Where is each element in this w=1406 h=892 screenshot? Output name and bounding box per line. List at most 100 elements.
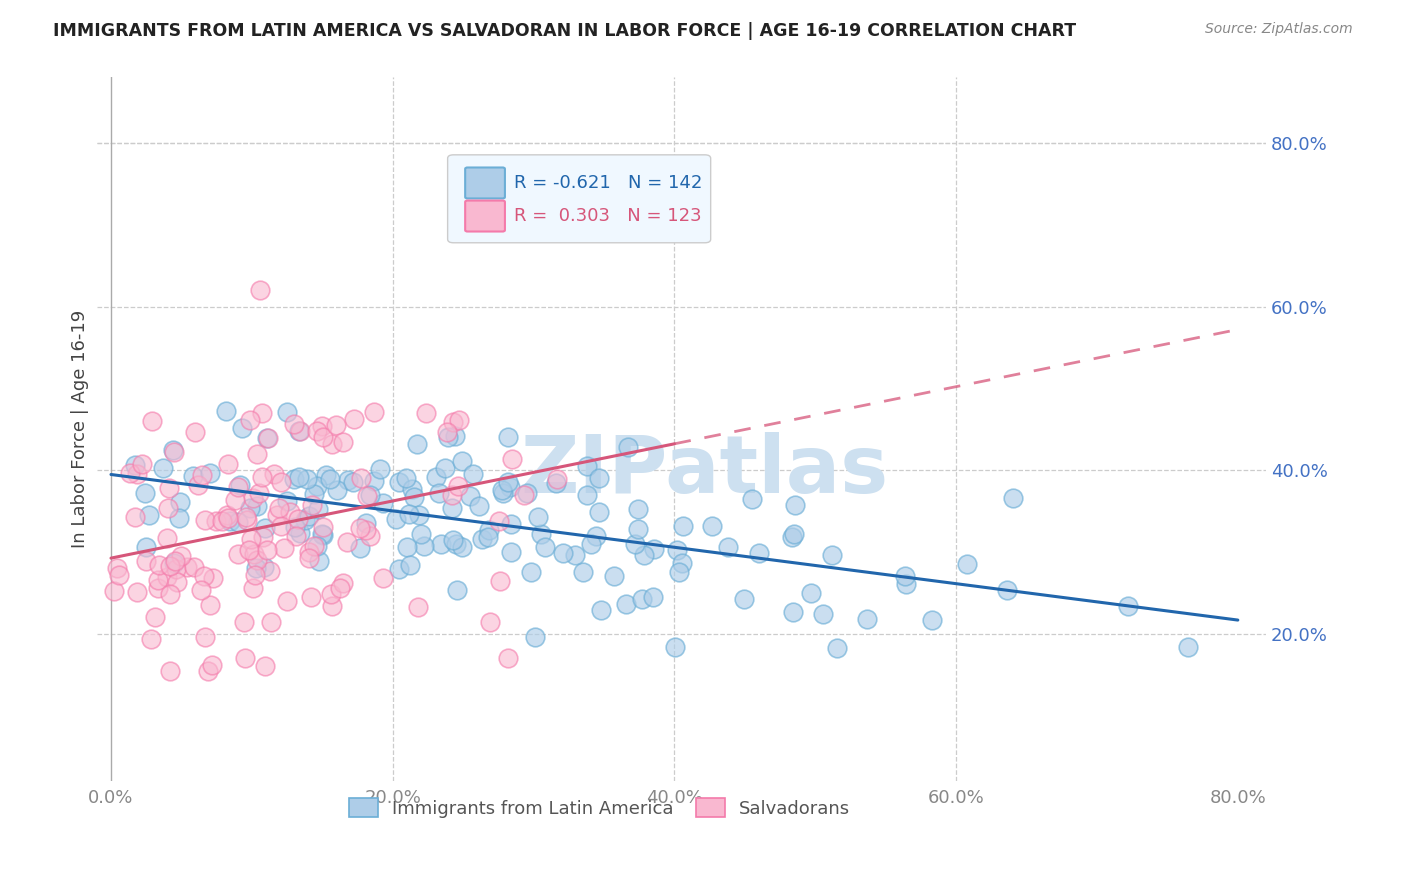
Point	[166, 574, 188, 589]
Point	[311, 526, 333, 541]
Point	[124, 458, 146, 472]
Point	[253, 559, 276, 574]
Point	[1177, 640, 1199, 655]
Point	[311, 528, 333, 542]
Point	[231, 420, 253, 434]
Point	[733, 592, 755, 607]
Point	[256, 431, 278, 445]
Point	[450, 454, 472, 468]
Point	[533, 540, 555, 554]
Point	[564, 548, 586, 562]
Point	[811, 607, 834, 621]
Point	[193, 569, 215, 583]
Point	[260, 615, 283, 630]
Point	[447, 478, 470, 492]
Point	[624, 536, 647, 550]
Point	[125, 584, 148, 599]
Point	[191, 468, 214, 483]
Point	[233, 651, 256, 665]
Point	[283, 472, 305, 486]
Point	[287, 424, 309, 438]
Point	[329, 581, 352, 595]
Point	[572, 565, 595, 579]
Point	[135, 554, 157, 568]
Point	[141, 414, 163, 428]
Point	[530, 527, 553, 541]
Point	[305, 425, 328, 439]
Point	[242, 581, 264, 595]
Point	[259, 564, 281, 578]
Point	[243, 568, 266, 582]
Point	[444, 537, 467, 551]
Point	[187, 478, 209, 492]
Point	[627, 501, 650, 516]
Point	[436, 425, 458, 439]
Point	[217, 511, 239, 525]
Point	[299, 591, 322, 605]
Point	[332, 576, 354, 591]
Point	[159, 587, 181, 601]
Point	[157, 481, 180, 495]
Point	[388, 475, 411, 490]
Point	[404, 491, 426, 505]
Point	[311, 419, 333, 434]
Point	[1118, 599, 1140, 614]
Point	[276, 594, 298, 608]
Point	[287, 512, 309, 526]
Point	[228, 515, 250, 529]
Point	[430, 537, 453, 551]
Point	[235, 513, 257, 527]
FancyBboxPatch shape	[447, 155, 710, 243]
Point	[247, 485, 270, 500]
Point	[143, 610, 166, 624]
Point	[336, 535, 359, 549]
Point	[395, 470, 418, 484]
Point	[226, 479, 249, 493]
Point	[312, 430, 335, 444]
Point	[252, 529, 274, 543]
Point	[103, 583, 125, 598]
Point	[501, 544, 523, 558]
Point	[717, 541, 740, 555]
Point	[205, 514, 228, 528]
Point	[287, 469, 309, 483]
Point	[146, 581, 169, 595]
Point	[437, 429, 460, 443]
Point	[499, 480, 522, 494]
Point	[159, 559, 181, 574]
Point	[700, 519, 723, 533]
Point	[467, 193, 489, 207]
Point	[217, 508, 239, 523]
Point	[239, 532, 262, 546]
Point	[217, 457, 239, 471]
Point	[496, 651, 519, 665]
Point	[138, 508, 160, 522]
Y-axis label: In Labor Force | Age 16-19: In Labor Force | Age 16-19	[72, 310, 89, 549]
Point	[546, 472, 568, 486]
Point	[399, 558, 422, 572]
Point	[411, 526, 433, 541]
Point	[156, 531, 179, 545]
Point	[197, 664, 219, 678]
Point	[308, 554, 330, 568]
Point	[163, 556, 186, 570]
Point	[184, 425, 207, 439]
Point	[363, 405, 385, 419]
Point	[276, 494, 298, 508]
Point	[406, 599, 429, 614]
Point	[285, 528, 308, 542]
Point	[156, 570, 179, 584]
Point	[527, 509, 550, 524]
Point	[415, 406, 437, 420]
Point	[387, 562, 409, 576]
Point	[198, 598, 221, 612]
Point	[162, 443, 184, 458]
Point	[496, 430, 519, 444]
Point	[298, 545, 321, 559]
Point	[441, 533, 464, 547]
Text: R = -0.621   N = 142: R = -0.621 N = 142	[515, 174, 703, 192]
Point	[215, 404, 238, 418]
Point	[995, 583, 1018, 598]
Point	[544, 476, 567, 491]
Point	[617, 440, 640, 454]
